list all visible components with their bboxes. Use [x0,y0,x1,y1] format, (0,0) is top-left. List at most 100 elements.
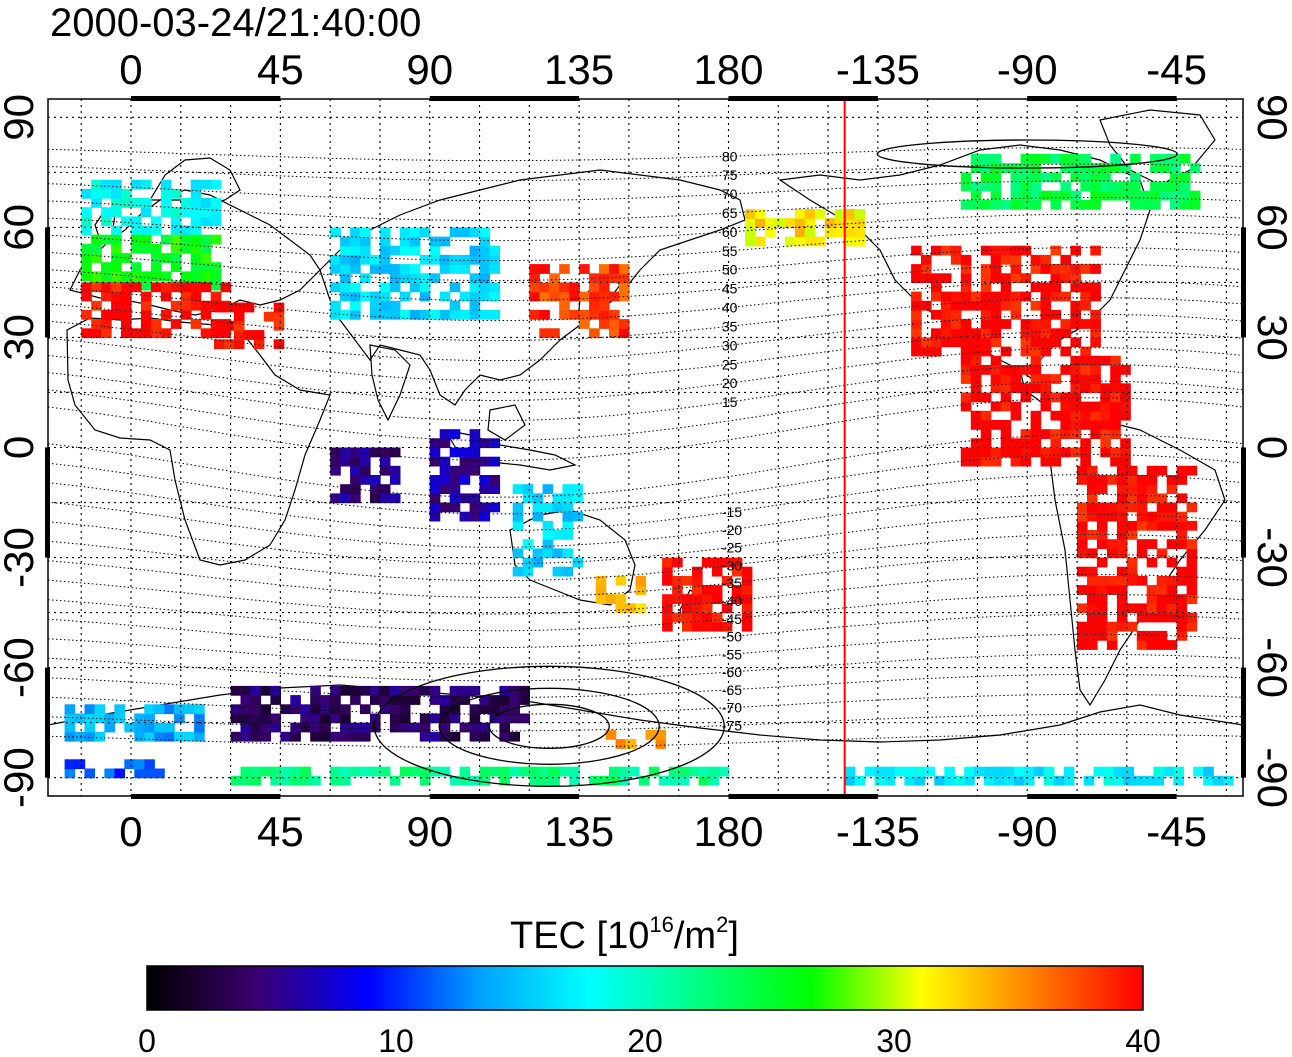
mlat-contour [48,363,1243,422]
tec-cell [121,271,132,282]
tec-cell [101,179,112,190]
mlat-contour [48,653,1243,682]
tec-cell [731,585,743,595]
tec-cell [140,179,152,190]
tec-cell [1000,374,1012,384]
tec-cell [609,775,620,786]
tec-cell [970,190,982,201]
tec-cell [253,339,265,350]
tec-cell [509,685,520,696]
tec-cell [379,264,391,274]
tec-cell [1130,190,1141,201]
tec-cell [1050,456,1062,467]
tec-cell [350,447,361,458]
tec-cell [980,410,992,421]
tec-cell [1060,392,1071,403]
tec-cell [1087,465,1098,476]
tec-cell [439,704,451,715]
tec-cell [1070,163,1081,173]
tec-cell [200,234,212,245]
tec-cell [1116,594,1128,604]
right-lat-label: -90 [1249,747,1292,808]
tec-cell [469,300,481,311]
tec-cell [931,273,942,284]
tec-cell [692,566,703,577]
tec-cell [330,704,341,715]
tec-cell [240,713,252,724]
tec-cell [542,520,554,531]
tec-cell [1126,557,1138,568]
mlat-label: -70 [722,700,742,716]
tec-cell [1176,630,1188,641]
tec-cell [1070,447,1081,458]
tec-cell [1070,365,1081,375]
tec-cell [589,775,600,786]
tec-cell [214,302,225,313]
tec-cell [419,291,431,302]
tec-cell [1116,520,1128,531]
tec-cell [459,475,471,485]
tec-cell [243,302,255,313]
tec-cell [459,465,471,476]
tec-cell [1106,548,1118,559]
tec-cell [220,282,232,293]
tec-cell [595,594,607,604]
tec-cell [223,339,235,350]
tec-cell [111,300,122,311]
colorbar-tick-label: 10 [378,1023,414,1057]
tec-cell [1053,775,1065,786]
mlat-contour [48,213,1243,242]
tec-cell [101,271,112,282]
tec-cell [1060,410,1071,421]
tec-cell [81,282,92,293]
tec-cell [144,731,155,742]
tec-cell [379,493,391,504]
mlat-label: 25 [722,356,738,372]
tec-cell [1106,502,1118,513]
tec-cell [280,731,291,742]
tec-cell [114,713,125,724]
tec-cell [270,766,281,777]
tec-cell [389,713,401,724]
tec-cell [389,282,401,293]
tec-cell [180,291,192,302]
tec-cell [1077,566,1088,577]
tec-cell [389,493,401,504]
tec-cell [429,511,441,522]
tec-cell [360,254,371,265]
tec-cell [609,291,620,302]
tec-cell [628,766,640,777]
tec-cell [1186,502,1198,513]
tec-cell [370,685,381,696]
tec-cell [940,328,952,339]
tec-cell [230,713,242,724]
tec-cell [469,731,481,742]
tec-cell [1133,775,1145,786]
tec-cell [1080,401,1091,412]
tec-cell [340,731,351,742]
tec-cell [1000,300,1012,311]
tec-cell [1077,585,1088,595]
tec-cell [1080,264,1091,274]
tec-cell [824,227,836,238]
tec-cell [559,309,570,320]
tec-cell [399,273,411,284]
tec-cell [1050,172,1062,183]
frame-tick-bar [1241,447,1246,558]
tec-cell [131,328,142,339]
tec-cell [479,456,491,467]
tec-cell [1040,190,1052,201]
tec-cell [399,227,411,238]
tec-cell [1050,264,1062,274]
tec-cell [200,243,212,254]
tec-cell [200,207,212,217]
tec-cell [1090,420,1101,430]
tec-cell [429,484,441,494]
tec-cell [1030,355,1042,366]
tec-cell [210,291,222,302]
mlat-contour [48,330,1243,382]
tec-cell [539,264,550,274]
tec-cell [1000,245,1012,256]
tec-cell [160,234,172,245]
tec-cell [409,685,421,696]
